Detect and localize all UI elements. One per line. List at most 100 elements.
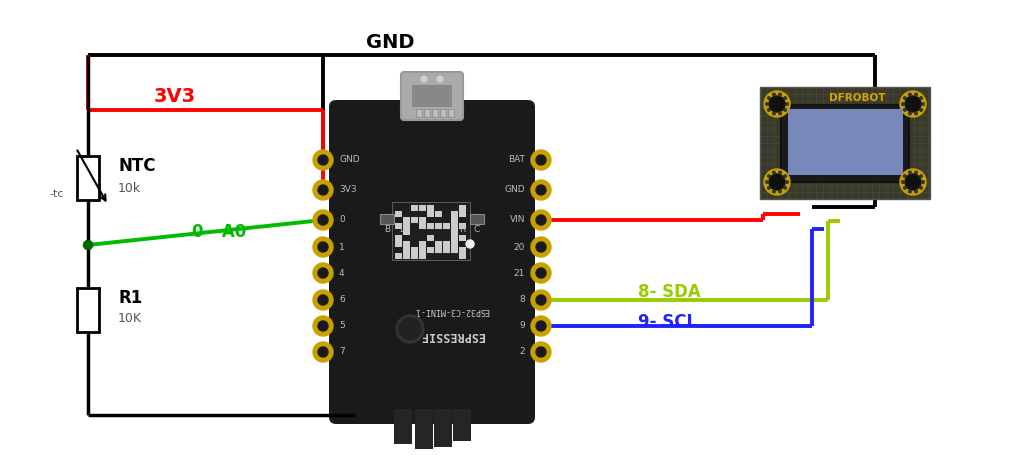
Bar	[77, 156, 99, 200]
Circle shape	[779, 190, 781, 193]
Text: 6: 6	[339, 295, 345, 305]
Bar	[403, 217, 410, 223]
Bar	[403, 223, 410, 229]
Bar	[427, 205, 434, 211]
Text: C: C	[474, 225, 480, 234]
Circle shape	[318, 347, 328, 357]
Bar	[427, 211, 434, 217]
Bar	[781, 105, 909, 182]
Bar	[788, 109, 903, 175]
Bar	[427, 223, 434, 229]
FancyBboxPatch shape	[329, 100, 535, 424]
Bar	[424, 109, 430, 117]
Bar	[435, 247, 442, 252]
Bar	[451, 211, 458, 217]
Circle shape	[764, 91, 790, 117]
Text: -tc: -tc	[49, 189, 63, 199]
Circle shape	[773, 112, 775, 115]
Bar	[440, 109, 446, 117]
Circle shape	[396, 315, 424, 343]
Text: 4: 4	[339, 268, 345, 278]
Bar	[470, 214, 484, 224]
Circle shape	[536, 155, 546, 165]
Circle shape	[785, 103, 788, 105]
Circle shape	[768, 186, 770, 189]
Text: 10k: 10k	[118, 181, 141, 195]
Circle shape	[905, 174, 921, 190]
Circle shape	[313, 316, 333, 336]
Circle shape	[531, 342, 551, 362]
Circle shape	[905, 96, 921, 112]
Text: R1: R1	[118, 289, 142, 307]
Circle shape	[773, 93, 775, 96]
Bar	[403, 229, 410, 234]
Bar	[451, 241, 458, 246]
Circle shape	[779, 112, 781, 115]
Bar	[415, 409, 433, 449]
Circle shape	[764, 169, 790, 195]
Bar	[434, 409, 452, 447]
Circle shape	[318, 268, 328, 278]
Bar	[416, 109, 422, 117]
Bar	[77, 288, 99, 332]
Circle shape	[318, 321, 328, 331]
Circle shape	[785, 181, 788, 183]
Bar	[419, 205, 426, 211]
Bar	[412, 85, 452, 107]
Bar	[451, 229, 458, 234]
Bar	[394, 409, 412, 444]
Circle shape	[922, 181, 925, 183]
Bar	[459, 247, 466, 252]
Circle shape	[313, 237, 333, 257]
Bar	[419, 247, 426, 252]
Text: BAT: BAT	[508, 156, 525, 164]
Circle shape	[466, 240, 474, 248]
Text: GND: GND	[505, 185, 525, 195]
Bar	[459, 235, 466, 240]
Bar	[451, 247, 458, 252]
Bar	[419, 241, 426, 246]
Bar	[411, 247, 418, 252]
Circle shape	[531, 180, 551, 200]
Text: ESP32-C3-MINI-1: ESP32-C3-MINI-1	[415, 305, 489, 315]
Circle shape	[908, 93, 911, 96]
Circle shape	[84, 240, 92, 250]
Text: NTC: NTC	[118, 157, 156, 175]
Bar	[435, 223, 442, 229]
Text: VIN: VIN	[510, 216, 525, 224]
Circle shape	[399, 318, 421, 340]
Text: GND: GND	[339, 156, 359, 164]
Circle shape	[313, 180, 333, 200]
Circle shape	[766, 103, 768, 105]
Circle shape	[773, 171, 775, 174]
Bar	[395, 211, 402, 217]
Circle shape	[313, 290, 333, 310]
Bar	[453, 409, 471, 441]
Text: 9- SCL: 9- SCL	[638, 313, 697, 331]
Text: GND: GND	[366, 33, 415, 53]
Circle shape	[779, 93, 781, 96]
Text: 8- SDA: 8- SDA	[638, 283, 700, 301]
Circle shape	[531, 316, 551, 336]
Circle shape	[908, 171, 911, 174]
Text: 2: 2	[519, 348, 525, 356]
Text: 8: 8	[519, 295, 525, 305]
FancyBboxPatch shape	[401, 72, 463, 120]
Bar	[459, 205, 466, 211]
Circle shape	[536, 347, 546, 357]
Bar	[419, 217, 426, 223]
Bar	[419, 253, 426, 258]
Circle shape	[783, 186, 786, 189]
Circle shape	[768, 97, 770, 99]
Bar	[427, 235, 434, 240]
Bar	[427, 247, 434, 252]
Text: R: R	[459, 225, 465, 234]
Text: 20: 20	[514, 242, 525, 251]
Text: 5: 5	[339, 322, 345, 331]
Circle shape	[531, 237, 551, 257]
Circle shape	[421, 76, 427, 82]
Circle shape	[908, 190, 911, 193]
Bar	[451, 223, 458, 229]
Bar	[435, 241, 442, 246]
Bar	[449, 109, 454, 117]
